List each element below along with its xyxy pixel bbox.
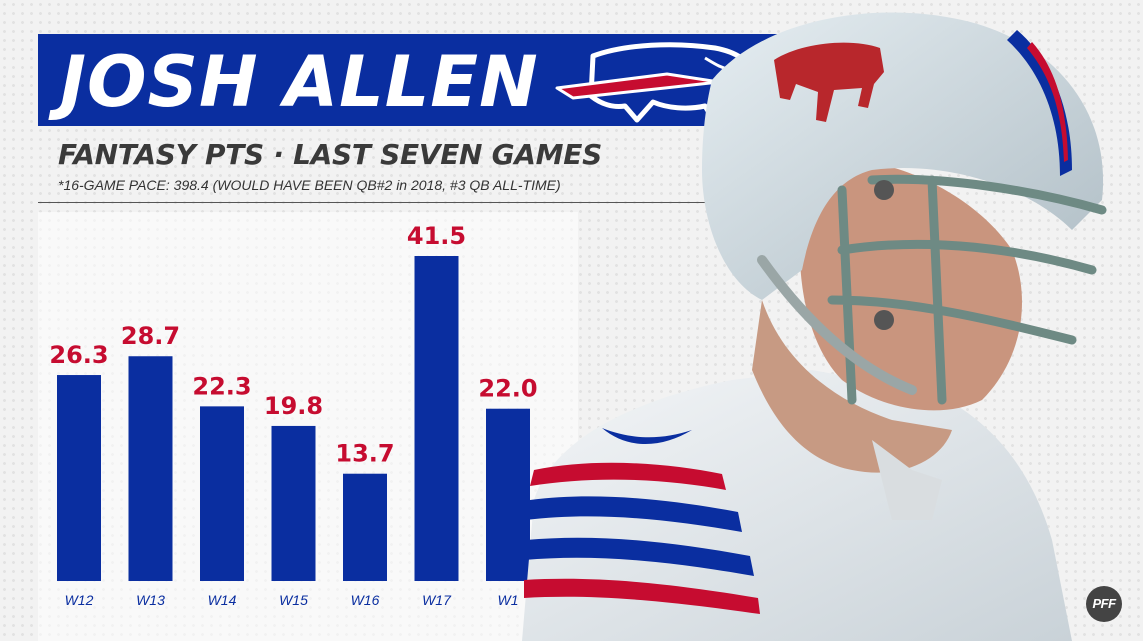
value-label: 41.5 [407,222,466,250]
x-tick-label: W12 [65,592,94,608]
x-tick-label: W15 [279,592,308,608]
x-tick-label: W1 [498,592,519,608]
x-tick-label: W14 [208,592,237,608]
value-label: 28.7 [121,322,180,350]
bar-w14 [200,406,244,581]
chart-subtitle: FANTASY PTS · LAST SEVEN GAMES [58,138,602,171]
value-label: 13.7 [335,440,394,468]
bar-w13 [128,356,173,581]
bar-w12 [57,375,101,581]
x-tick-label: W13 [136,592,165,608]
value-label: 22.0 [478,375,537,403]
value-label: 22.3 [192,372,251,400]
bar-w16 [343,473,387,581]
player-name: JOSH ALLEN [60,41,539,123]
x-tick-label: W17 [422,592,452,608]
value-label: 19.8 [264,392,323,420]
bar-w17 [414,256,459,581]
bar-w1 [486,408,530,581]
divider-rule [38,202,738,203]
chart-footnote: *16-GAME PACE: 398.4 (WOULD HAVE BEEN QB… [58,177,561,193]
pff-watermark: PFF [1086,586,1122,622]
value-label: 26.3 [49,341,108,369]
bar-w15 [271,425,316,581]
x-tick-label: W16 [351,592,380,608]
player-photo-icon [522,12,1107,641]
